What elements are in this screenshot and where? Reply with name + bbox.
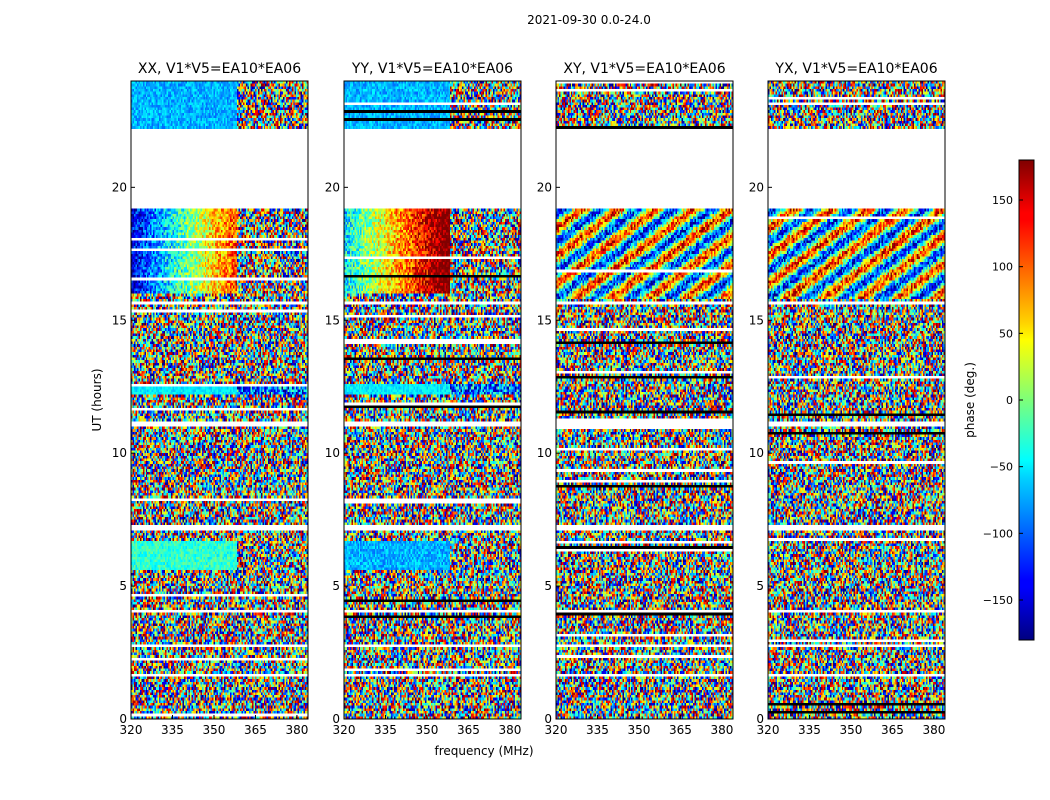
- y-tick-label: 10: [537, 446, 552, 460]
- panel-xy-title: XY, V1*V5=EA10*EA06: [563, 61, 725, 77]
- colorbar-label: phase (deg.): [963, 362, 977, 438]
- panel-xx-title: XX, V1*V5=EA10*EA06: [138, 61, 301, 77]
- panel-xy-xticks: 320 335 350 365 380: [545, 715, 733, 737]
- colorbar-tick-label: −150: [983, 594, 1013, 607]
- panel-yx-frame: [767, 80, 946, 720]
- y-tick-label: 0: [544, 712, 552, 726]
- y-tick-label: 15: [325, 313, 340, 327]
- panel-yx-heatmap: [768, 81, 945, 719]
- panel-xx-yticks: 0 5 10 15 20: [112, 180, 135, 726]
- x-tick-label: 350: [416, 723, 439, 737]
- panel-xx-phase-image: [131, 81, 308, 719]
- panel-yy-title: YY, V1*V5=EA10*EA06: [351, 61, 513, 77]
- panel-yx-phase-image: [768, 81, 945, 719]
- panel-yy-yticks: 0 5 10 15 20: [325, 180, 348, 726]
- y-tick-label: 15: [749, 313, 764, 327]
- panel-xx-heatmap: [131, 81, 308, 719]
- x-tick-label: 380: [710, 723, 733, 737]
- x-tick-label: 350: [203, 723, 226, 737]
- x-tick-label: 320: [545, 723, 568, 737]
- colorbar-tick-label: 100: [992, 261, 1013, 274]
- y-tick-label: 20: [325, 180, 340, 194]
- panel-yx-xticks: 320 335 350 365 380: [757, 715, 945, 737]
- x-tick-label: 380: [285, 723, 308, 737]
- colorbar-tick-label: 150: [992, 194, 1013, 207]
- y-tick-label: 5: [332, 579, 340, 593]
- panel-xx-frame: [130, 80, 309, 720]
- colorbar-tick-label: −50: [990, 461, 1013, 474]
- y-tick-label: 5: [756, 579, 764, 593]
- colorbar-tick-label: 50: [999, 327, 1013, 340]
- y-tick-label: 15: [112, 313, 127, 327]
- y-tick-label: 15: [537, 313, 552, 327]
- panel-xy-phase-image: [556, 81, 733, 719]
- panel-xy-yticks: 0 5 10 15 20: [537, 180, 560, 726]
- panel-xy-frame: [555, 80, 734, 720]
- x-tick-label: 365: [457, 723, 480, 737]
- panel-yx-yticks: 0 5 10 15 20: [749, 180, 772, 726]
- x-tick-label: 365: [669, 723, 692, 737]
- panel-xy: XY, V1*V5=EA10*EA06 320 335 350 365 380 0 5 10…: [537, 61, 734, 737]
- y-tick-label: 20: [749, 180, 764, 194]
- panel-xy-heatmap: [556, 81, 733, 719]
- x-tick-label: 380: [498, 723, 521, 737]
- panel-xx: XX, V1*V5=EA10*EA06 320 335 350 365 380 0 5 10…: [112, 61, 309, 737]
- x-axis-label: frequency (MHz): [434, 744, 533, 758]
- x-tick-label: 365: [881, 723, 904, 737]
- x-tick-label: 335: [374, 723, 397, 737]
- panel-xx-xticks: 320 335 350 365 380: [120, 715, 308, 737]
- x-tick-label: 320: [757, 723, 780, 737]
- panel-yx-title: YX, V1*V5=EA10*EA06: [774, 61, 937, 77]
- x-tick-label: 335: [586, 723, 609, 737]
- panel-yy-xticks: 320 335 350 365 380: [333, 715, 521, 737]
- y-tick-label: 20: [112, 180, 127, 194]
- colorbar-tick-label: −100: [983, 527, 1013, 540]
- y-tick-label: 10: [112, 446, 127, 460]
- colorbar-tick-label: 0: [1006, 394, 1013, 407]
- y-tick-label: 0: [119, 712, 127, 726]
- x-tick-label: 365: [244, 723, 267, 737]
- y-tick-label: 0: [332, 712, 340, 726]
- y-tick-label: 10: [325, 446, 340, 460]
- y-tick-label: 5: [119, 579, 127, 593]
- panel-yy-heatmap: [344, 81, 521, 719]
- panel-yy: YY, V1*V5=EA10*EA06 320 335 350 365 380 0 5 10…: [325, 61, 522, 737]
- panel-yy-phase-image: [344, 81, 521, 719]
- x-tick-label: 350: [840, 723, 863, 737]
- x-tick-label: 335: [161, 723, 184, 737]
- y-tick-label: 5: [544, 579, 552, 593]
- x-tick-label: 380: [922, 723, 945, 737]
- colorbar-ticks: −150 −100 −50 0 50 100 150: [983, 194, 1023, 607]
- x-tick-label: 350: [628, 723, 651, 737]
- panel-yy-frame: [343, 80, 522, 720]
- y-tick-label: 20: [537, 180, 552, 194]
- x-tick-label: 335: [798, 723, 821, 737]
- colorbar: −150 −100 −50 0 50 100 150 phase (deg.): [963, 159, 1035, 641]
- y-axis-label: UT (hours): [90, 368, 104, 431]
- y-tick-label: 0: [756, 712, 764, 726]
- panel-yx: YX, V1*V5=EA10*EA06 320 335 350 365 380 0 5 10…: [749, 61, 946, 737]
- x-tick-label: 320: [120, 723, 143, 737]
- y-tick-label: 10: [749, 446, 764, 460]
- x-tick-label: 320: [333, 723, 356, 737]
- figure-suptitle: 2021-09-30 0.0-24.0: [527, 13, 651, 27]
